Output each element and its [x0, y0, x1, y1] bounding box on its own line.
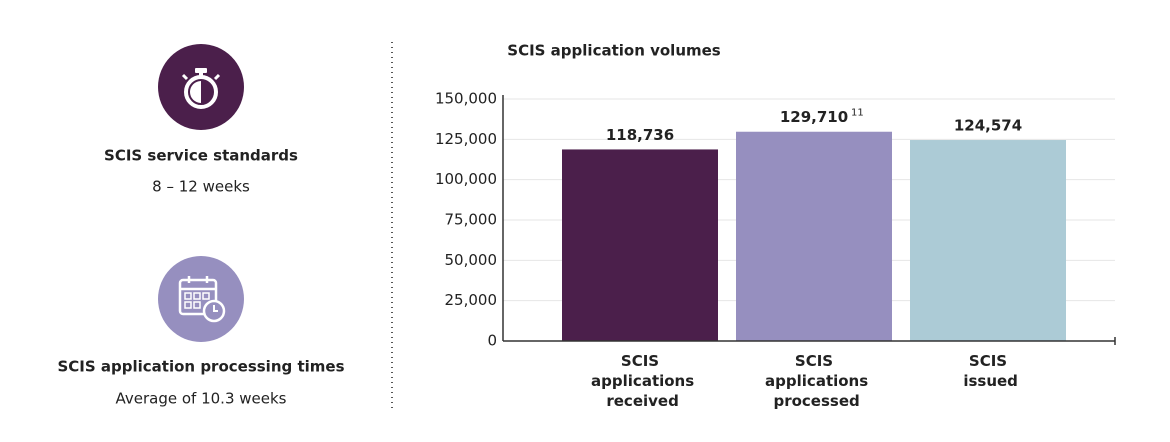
- item-title: SCIS application processing times: [57, 358, 344, 376]
- x-tick-label: SCIS applications received: [586, 352, 694, 410]
- x-tick-label-line: processed: [768, 392, 860, 410]
- x-tick-label-line: SCIS: [621, 352, 659, 370]
- item-title: SCIS service standards: [104, 147, 298, 165]
- y-tick-label: 50,000: [445, 251, 498, 269]
- calendar-icon: [158, 256, 244, 342]
- y-tick-label: 25,000: [445, 291, 498, 309]
- y-tick-label: 100,000: [435, 170, 497, 188]
- x-tick-label-line: SCIS: [795, 352, 833, 370]
- value-label: 124,574: [954, 117, 1022, 135]
- value-label-note: 11: [851, 108, 864, 119]
- x-tick-label: SCIS issued: [958, 352, 1018, 390]
- y-tick-label: 0: [487, 332, 497, 350]
- x-tick-label-line: applications: [586, 372, 694, 390]
- bar: [910, 140, 1066, 341]
- chart-title: SCIS application volumes: [507, 42, 721, 60]
- x-tick-label-line: applications: [760, 372, 868, 390]
- value-label: 129,710: [780, 108, 848, 126]
- stopwatch-icon: [158, 44, 244, 130]
- y-tick-label: 75,000: [445, 211, 498, 229]
- x-tick-label-line: received: [601, 392, 679, 410]
- item-text: Average of 10.3 weeks: [116, 390, 287, 408]
- x-tick-label-line: issued: [958, 372, 1018, 390]
- x-tick-label-line: SCIS: [969, 352, 1007, 370]
- y-tick-label: 125,000: [435, 130, 497, 148]
- value-label: 118,736: [606, 126, 674, 144]
- bar: [562, 149, 718, 341]
- y-tick-label: 150,000: [435, 90, 497, 108]
- bar: [736, 131, 892, 341]
- x-tick-label: SCIS applications processed: [760, 352, 868, 410]
- item-text: 8 – 12 weeks: [152, 178, 250, 196]
